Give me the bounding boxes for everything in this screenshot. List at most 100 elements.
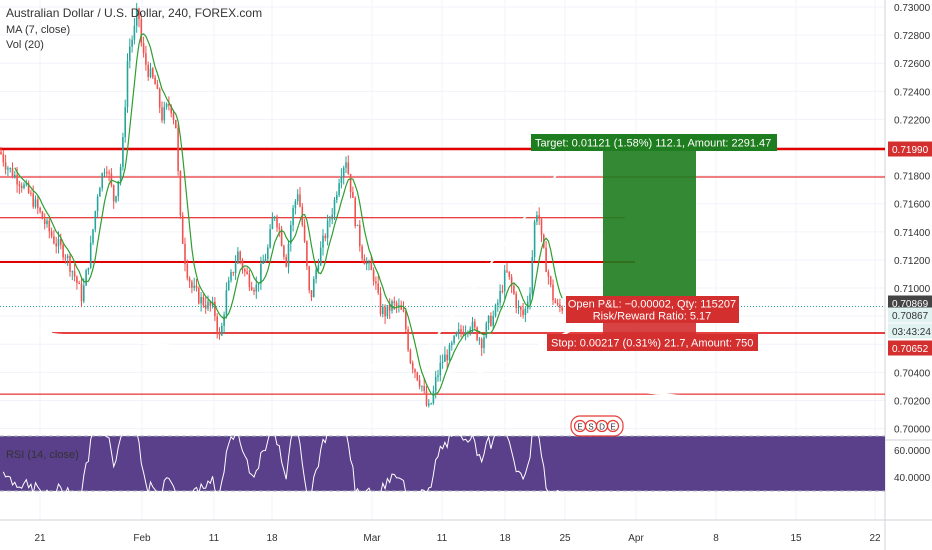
candle-body	[296, 194, 299, 202]
candle-body	[207, 301, 209, 309]
candle-body	[181, 215, 184, 244]
candle-body	[280, 228, 283, 246]
candle-body	[377, 283, 379, 293]
candle-body	[76, 276, 78, 283]
candle-body	[322, 235, 324, 248]
candle-body	[393, 301, 396, 304]
candle-body	[336, 195, 338, 200]
candle-body	[388, 305, 391, 311]
candle-body	[497, 302, 499, 305]
time-tick-label: Feb	[133, 533, 151, 544]
candle-body	[556, 302, 559, 305]
price-badge: 0.71990	[888, 141, 932, 157]
candle-body	[375, 281, 377, 284]
price-badge-bg	[888, 307, 932, 323]
candle-body	[287, 244, 290, 267]
price-tick-label: 0.70400	[894, 368, 931, 379]
event-marker-label: E	[610, 423, 615, 432]
candle-body	[209, 301, 212, 306]
candle-body	[345, 162, 347, 168]
open-pl-label[interactable]: Open P&L: −0.00002, Qty: 115207 Risk/Rew…	[566, 296, 739, 323]
position-labels[interactable]: Target: 0.01121 (1.58%) 112.1, Amount: 2…	[531, 134, 777, 351]
candle-body	[315, 270, 317, 279]
candle-body	[225, 290, 228, 315]
candle-body	[103, 172, 106, 174]
candle-body	[423, 386, 425, 391]
candle-body	[80, 283, 83, 302]
candle-body	[18, 184, 21, 186]
candle-body	[451, 343, 453, 346]
candle-body	[184, 243, 186, 265]
candle-body	[455, 332, 458, 336]
time-axis[interactable]: 21 Feb 11 18 Mar 11 18 25 Apr 8 15 22	[34, 533, 881, 544]
candle-body	[460, 329, 462, 332]
price-badge-label: 0.70869	[892, 299, 929, 310]
candle-body	[547, 271, 550, 277]
price-axis[interactable]: 0.730000.728000.726000.724000.722000.720…	[888, 3, 932, 436]
candle-body	[41, 211, 44, 220]
candle-body	[138, 8, 140, 20]
candle-body	[503, 270, 506, 292]
stop-label[interactable]: Stop: 0.00217 (0.31%) 21.7, Amount: 750	[547, 334, 758, 351]
price-tick-label: 0.72200	[894, 115, 931, 126]
candle-body	[66, 256, 69, 258]
candle-body	[425, 390, 428, 406]
rsi-series	[2, 431, 563, 496]
candle-body	[32, 193, 34, 207]
candle-body	[20, 185, 23, 189]
candle-body	[122, 137, 124, 168]
moving-average	[14, 33, 563, 397]
candle-body	[147, 64, 149, 77]
event-marker-label: E	[577, 423, 582, 432]
time-tick-label: 15	[790, 533, 802, 544]
candle-body	[193, 285, 195, 288]
event-marker	[606, 419, 620, 433]
candle-body	[444, 354, 446, 362]
candle-body	[260, 263, 262, 284]
candle-body	[50, 231, 53, 237]
time-tick-label: 18	[266, 533, 278, 544]
candle-body	[264, 258, 267, 263]
candle-body	[363, 258, 366, 265]
candle-body	[437, 375, 439, 377]
candle-body	[434, 376, 437, 392]
candle-body	[342, 167, 345, 177]
candle-body	[34, 199, 37, 207]
candle-body	[234, 263, 237, 274]
candle-body	[237, 251, 239, 264]
candle-body	[494, 304, 497, 316]
rsi-axis[interactable]: 60.0000 40.0000	[894, 446, 931, 484]
candle-body	[94, 211, 97, 230]
time-tick-label: 21	[34, 533, 46, 544]
candle-body	[405, 311, 407, 330]
candle-body	[372, 270, 375, 282]
candle-body	[416, 372, 419, 380]
candle-body	[53, 236, 55, 244]
candle-body	[7, 168, 9, 170]
candle-body	[232, 272, 235, 274]
candle-body	[476, 327, 478, 340]
channel-upper-line	[419, 165, 564, 360]
candle-body	[439, 362, 442, 376]
time-tick-label: Apr	[628, 533, 644, 544]
candle-body	[172, 113, 175, 121]
candle-body	[108, 172, 110, 174]
candle-body	[430, 403, 432, 405]
candle-body	[538, 215, 540, 219]
candle-body	[384, 306, 386, 317]
target-label[interactable]: Target: 0.01121 (1.58%) 112.1, Amount: 2…	[531, 134, 777, 151]
candle-body	[545, 247, 547, 272]
candle-body	[319, 247, 322, 266]
candle-body	[483, 337, 485, 349]
candle-body	[290, 225, 292, 245]
candle-body	[83, 285, 85, 302]
risk-reward-text: Risk/Reward Ratio: 5.17	[593, 311, 712, 323]
time-tick-label: 11	[437, 533, 448, 544]
candle-body	[142, 43, 145, 54]
candle-body	[257, 283, 260, 285]
price-badge: 03:43:24	[888, 323, 932, 339]
candle-body	[540, 218, 543, 235]
ma-path	[14, 33, 563, 397]
